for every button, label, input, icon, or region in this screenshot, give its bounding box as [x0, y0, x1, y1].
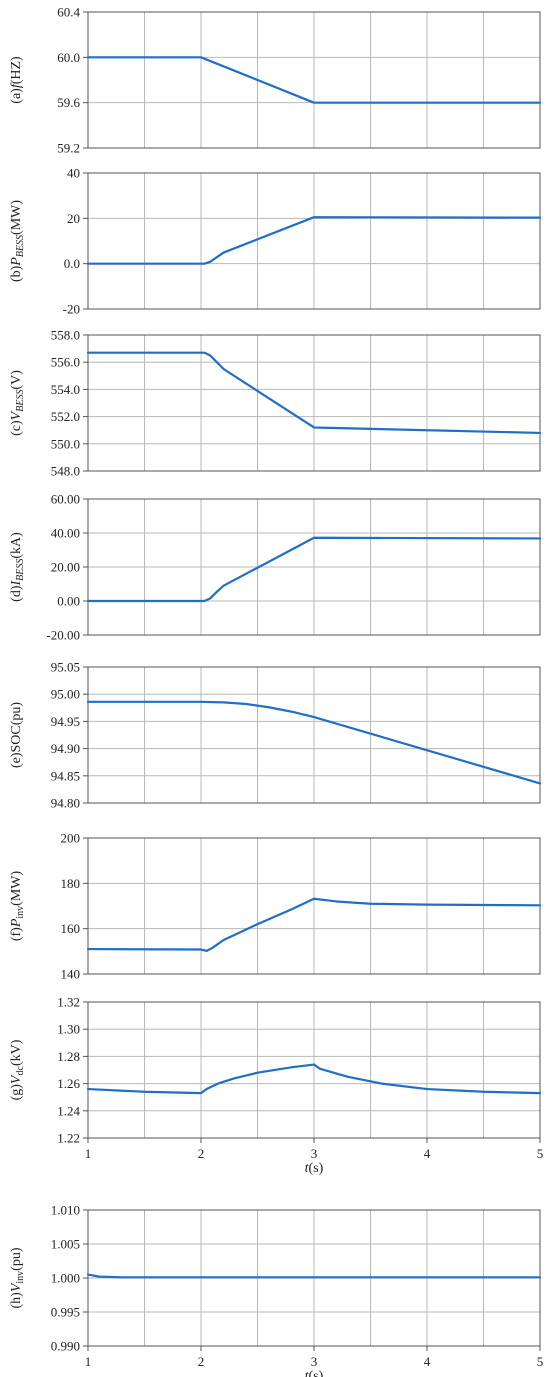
plot-frame	[87, 11, 541, 149]
y-tick-label: 1.22	[57, 1131, 80, 1146]
y-tick-label: 20	[67, 211, 80, 226]
y-axis-label: (a)f(HZ)	[9, 56, 24, 104]
y-tick-label: 554.0	[51, 382, 80, 397]
y-axis-label: (h)Vinv(pu)	[9, 1247, 26, 1308]
plot-frame	[87, 172, 541, 310]
x-tick-label: 1	[85, 1354, 92, 1369]
y-tick-label: 0.995	[51, 1305, 80, 1320]
y-tick-label: 40	[67, 166, 80, 181]
y-tick-label: 180	[61, 876, 81, 891]
series-line-d	[86, 536, 542, 603]
y-tick-label: 94.85	[51, 768, 80, 783]
x-tick-label: 2	[198, 1146, 205, 1161]
x-tick-label: 3	[311, 1146, 318, 1161]
y-tick-label: 1.32	[57, 995, 80, 1010]
y-tick-label: 140	[61, 967, 81, 982]
y-tick-label: 1.24	[57, 1103, 80, 1118]
y-tick-label: 60.0	[57, 50, 80, 65]
x-tick-label: 1	[85, 1146, 92, 1161]
panel-g: 1.32 1.30 1.28 1.26 1.24 1.22 1 2 3 4 5 t(s) (g)Vdc(…	[9, 995, 543, 1177]
y-tick-label: 94.95	[51, 714, 80, 729]
y-tick-label: 0.00	[57, 594, 80, 609]
y-tick-label: 40.00	[51, 526, 80, 541]
plot-frame	[87, 498, 541, 636]
y-tick-label: 60.00	[51, 492, 80, 507]
y-tick-label: 548.0	[51, 464, 80, 479]
panel-e: 95.05 95.00 94.95 94.90 94.85 94.80 (e)SOC(pu)	[9, 660, 542, 811]
x-tick-label: 4	[424, 1354, 431, 1369]
y-tick-label: 552.0	[51, 409, 80, 424]
y-tick-label: 59.6	[57, 95, 80, 110]
y-tick-label: 160	[61, 921, 81, 936]
series-line-e	[86, 700, 542, 785]
x-tick-label: 2	[198, 1354, 205, 1369]
y-tick-label: 60.4	[57, 5, 80, 20]
series-line-h	[86, 1273, 542, 1279]
y-axis-label: (f)Pinv(MW)	[9, 871, 26, 942]
plot-frame	[87, 334, 541, 472]
y-tick-label: -20	[63, 302, 80, 317]
y-tick-label: 1.000	[51, 1271, 80, 1286]
y-tick-label: 200	[61, 831, 81, 846]
y-tick-label: -20.00	[46, 628, 80, 643]
y-tick-label: 0.0	[64, 256, 80, 271]
plot-frame	[87, 666, 541, 804]
y-axis-label: (c)VBESS(V)	[9, 370, 26, 436]
y-tick-label: 1.005	[51, 1237, 80, 1252]
panel-f: 200 180 160 140 (f)Pinv(MW)	[9, 831, 542, 982]
y-tick-label: 95.05	[51, 660, 80, 675]
y-axis-label: (d)IBESS(kA)	[9, 532, 26, 602]
series-line-g	[86, 1063, 542, 1095]
y-tick-label: 550.0	[51, 436, 80, 451]
x-tick-label: 5	[537, 1146, 544, 1161]
y-tick-label: 1.28	[57, 1049, 80, 1064]
series-line-b	[86, 216, 542, 265]
y-tick-label: 1.26	[57, 1076, 80, 1091]
panel-b: 40 20 0.0 -20 (b)PBESS(MW)	[9, 166, 542, 317]
y-tick-label: 94.90	[51, 741, 80, 756]
y-tick-label: 94.80	[51, 796, 80, 811]
x-axis-label: t(s)	[305, 1369, 324, 1377]
panel-d: 60.00 40.00 20.00 0.00 -20.00 (d)IBESS(kA)	[9, 492, 542, 643]
x-tick-label: 3	[311, 1354, 318, 1369]
y-tick-label: 1.010	[51, 1203, 80, 1218]
series-line-c	[86, 351, 542, 435]
x-axis-label: t(s)	[305, 1161, 324, 1176]
x-tick-label: 5	[537, 1354, 544, 1369]
y-tick-label: 0.990	[51, 1339, 80, 1354]
panel-h: 1.010 1.005 1.000 0.995 0.990 1 2 3 4 5 t(s) (h)Vin…	[9, 1203, 543, 1377]
y-axis-label: (g)Vdc(kV)	[9, 1039, 26, 1100]
y-tick-label: 556.0	[51, 355, 80, 370]
y-tick-label: 95.00	[51, 687, 80, 702]
y-tick-label: 59.2	[57, 141, 80, 156]
x-tick-label: 4	[424, 1146, 431, 1161]
series-line-f	[86, 897, 542, 952]
y-tick-label: 558.0	[51, 328, 80, 343]
panel-c: 558.0 556.0 554.0 552.0 550.0 548.0 (c)VBESS(V…	[9, 328, 542, 479]
y-axis-label: (b)PBESS(MW)	[9, 200, 26, 282]
series-line-a	[86, 56, 542, 104]
y-axis-label: (e)SOC(pu)	[9, 702, 24, 768]
y-tick-label: 20.00	[51, 560, 80, 575]
panel-a: 60.4 60.0 59.6 59.2 (a)f(HZ)	[9, 5, 542, 156]
y-tick-label: 1.30	[57, 1022, 80, 1037]
